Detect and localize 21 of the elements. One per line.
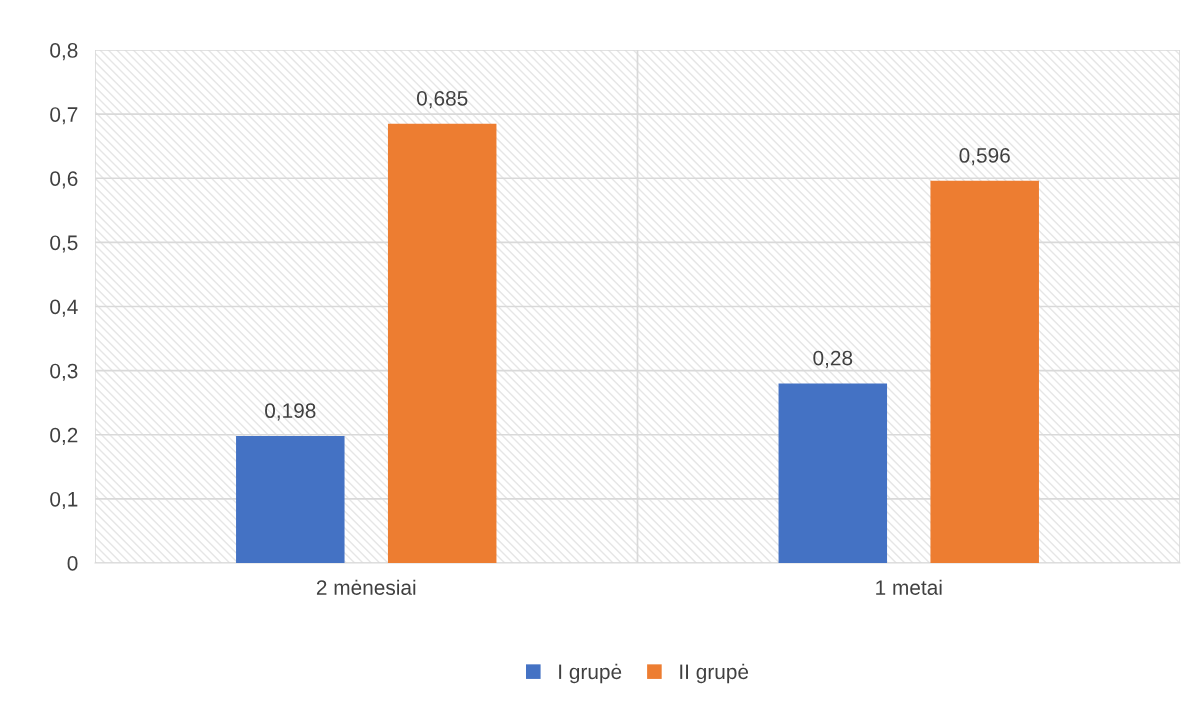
x-tick-label: 2 mėnesiai: [316, 579, 416, 595]
y-tick-label: 0,3: [50, 363, 78, 381]
bar: [236, 436, 345, 563]
y-tick-label: 0,5: [50, 235, 78, 253]
y-tick-label: 0,4: [50, 299, 78, 317]
legend-label: I grupė: [559, 663, 622, 684]
data-label: 0,198: [265, 403, 316, 421]
y-tick-label: 0: [67, 556, 78, 571]
bar: [930, 180, 1039, 563]
y-tick-label: 0,2: [50, 427, 78, 445]
data-label: 0,596: [959, 148, 1010, 166]
bar: [387, 123, 497, 563]
data-label: 0,685: [416, 90, 468, 109]
y-tick-label: 0,1: [50, 491, 78, 510]
data-label: 0,28: [813, 350, 853, 368]
x-tick-label: 1 metai: [876, 579, 942, 595]
y-tick-label: 0,7: [50, 107, 78, 125]
legend-label: II grupė: [680, 663, 749, 684]
y-tick-label: 0,6: [50, 171, 78, 189]
bar: [778, 383, 888, 563]
y-tick-label: 0,8: [50, 43, 78, 61]
